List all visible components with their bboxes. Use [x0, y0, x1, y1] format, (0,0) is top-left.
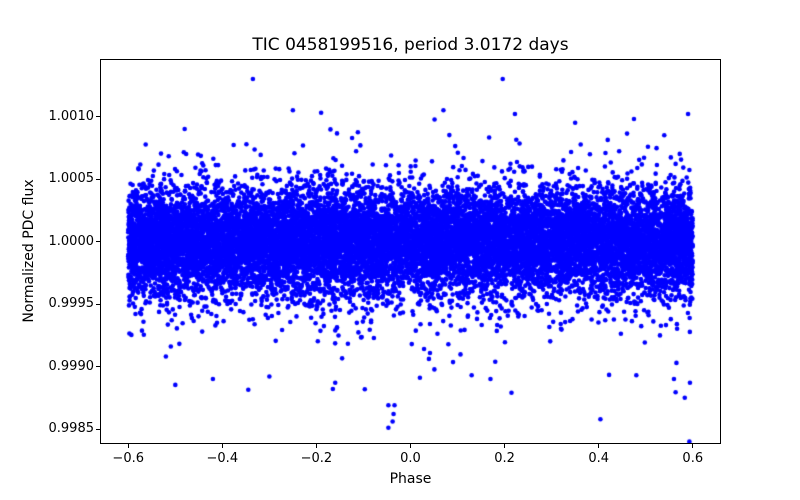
x-tick-label: 0.4: [588, 451, 610, 466]
y-axis-label: Normalized PDC flux: [21, 179, 37, 323]
x-tick-mark: [598, 444, 600, 448]
x-tick-label: 0.0: [400, 451, 421, 466]
x-tick-mark: [127, 444, 129, 448]
y-tick-mark: [96, 178, 100, 180]
x-tick-mark: [315, 444, 317, 448]
y-tick-label: 1.0005: [48, 171, 95, 186]
y-tick-label: 0.9995: [48, 296, 95, 311]
x-tick-label: −0.6: [112, 451, 145, 466]
x-tick-mark: [504, 444, 506, 448]
y-tick-mark: [96, 241, 100, 242]
scatter-canvas: [101, 60, 720, 443]
plot-area: [100, 59, 721, 444]
y-tick-label: 0.9990: [48, 358, 95, 374]
x-tick-mark: [410, 444, 411, 448]
x-tick-label: −0.4: [206, 451, 239, 466]
x-axis-label: Phase: [389, 471, 432, 487]
x-tick-label: 0.6: [682, 451, 704, 466]
y-tick-label: 0.9985: [48, 421, 95, 436]
x-tick-mark: [221, 444, 223, 448]
y-tick-label: 1.0000: [48, 233, 95, 249]
x-tick-label: 0.2: [494, 451, 515, 466]
y-tick-label: 1.0010: [48, 108, 95, 124]
chart-title: TIC 0458199516, period 3.0172 days: [252, 35, 569, 55]
y-tick-mark: [96, 116, 100, 117]
y-tick-mark: [96, 366, 100, 367]
x-tick-mark: [692, 444, 694, 448]
y-tick-mark: [96, 303, 100, 305]
y-tick-mark: [96, 428, 100, 430]
x-tick-label: −0.2: [300, 451, 333, 466]
